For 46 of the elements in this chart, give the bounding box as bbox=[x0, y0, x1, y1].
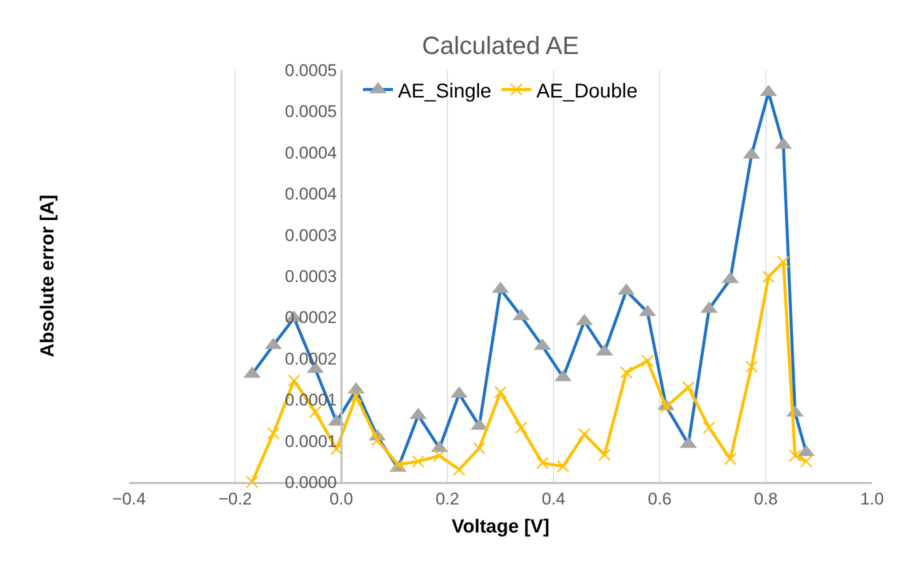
point bbox=[246, 476, 258, 488]
legend-label: AE_Double bbox=[536, 80, 638, 102]
point bbox=[288, 374, 300, 387]
point bbox=[788, 449, 802, 462]
x-axis-title: Voltage [V] bbox=[452, 516, 550, 538]
y-tick-label: 0.0004 bbox=[284, 143, 337, 162]
x-tick-label: −0.4 bbox=[112, 489, 146, 508]
y-tick-label: 0.0004 bbox=[284, 184, 337, 204]
y-tick-label: 0.0003 bbox=[284, 226, 337, 245]
x-tick-label: 0.4 bbox=[542, 489, 566, 508]
x-tick-label: −0.2 bbox=[218, 489, 252, 508]
point bbox=[598, 448, 611, 462]
point bbox=[412, 455, 424, 468]
point bbox=[578, 428, 591, 440]
x-tick-label: 0.2 bbox=[436, 489, 460, 508]
point bbox=[433, 449, 446, 462]
point bbox=[514, 421, 528, 434]
point bbox=[660, 400, 672, 414]
x-tick-label: 1.0 bbox=[860, 489, 884, 508]
point bbox=[724, 452, 737, 466]
point bbox=[800, 455, 812, 468]
point bbox=[641, 354, 654, 368]
x-tick-label: 0.0 bbox=[329, 489, 354, 508]
point bbox=[494, 386, 507, 398]
y-tick-label: 0.0005 bbox=[284, 60, 337, 80]
y-tick-label: 0.0005 bbox=[284, 102, 337, 122]
point bbox=[371, 434, 384, 446]
point bbox=[267, 427, 280, 440]
point bbox=[682, 380, 695, 394]
legend-label: AE_Single bbox=[398, 80, 492, 102]
y-tick-label: 0.0000 bbox=[284, 472, 337, 492]
point bbox=[745, 360, 758, 373]
point bbox=[392, 458, 404, 471]
point bbox=[536, 456, 549, 470]
point bbox=[452, 463, 466, 476]
chart-title: Calculated AE bbox=[422, 32, 580, 60]
point bbox=[473, 442, 486, 454]
y-tick-label: 0.0002 bbox=[284, 308, 337, 328]
y-axis-title: Absolute error [A] bbox=[37, 194, 58, 358]
y-tick-label: 0.0003 bbox=[284, 266, 337, 286]
point bbox=[702, 421, 716, 434]
x-tick-label: 0.6 bbox=[648, 489, 672, 508]
point bbox=[620, 366, 633, 379]
point bbox=[350, 390, 362, 403]
point bbox=[556, 460, 570, 473]
x-tick-label: 0.8 bbox=[754, 489, 778, 508]
